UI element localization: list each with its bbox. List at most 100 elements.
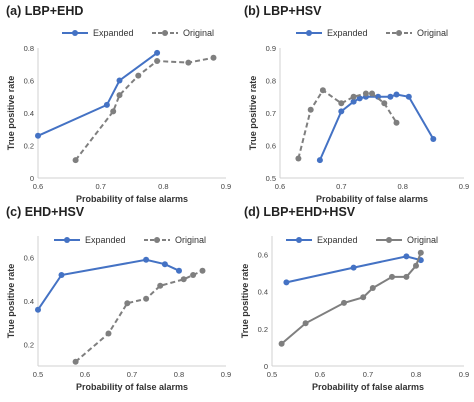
legend-label-original: Original <box>175 235 206 245</box>
panel-c: (c) EHD+HSV 0.5 0.6 0.7 0.8 0.9 0.2 0.4 0.6 Proba… <box>6 205 231 392</box>
data-point-original <box>369 90 375 97</box>
x-tick-label: 0.6 <box>33 182 43 191</box>
legend-label-expanded: Expanded <box>317 235 358 245</box>
y-tick-label: 0 <box>30 174 34 183</box>
data-point-original <box>307 106 314 113</box>
y-tick-label: 0.7 <box>266 109 276 118</box>
legend-label-original: Original <box>407 235 438 245</box>
data-point-original <box>154 58 161 64</box>
data-point-expanded <box>116 77 123 84</box>
x-tick-label: 0.7 <box>336 182 346 191</box>
x-axis-title: Probability of false alarms <box>76 194 188 204</box>
data-point-expanded <box>350 98 357 105</box>
data-point-expanded <box>338 108 345 115</box>
panel-title: (d) LBP+EHD+HSV <box>244 205 356 219</box>
data-point-expanded <box>35 132 41 139</box>
x-tick-label: 0.6 <box>275 182 285 191</box>
data-point-original <box>190 272 197 278</box>
legend-marker-expanded <box>306 30 312 36</box>
data-point-original <box>295 155 302 162</box>
y-tick-label: 0.4 <box>24 109 34 118</box>
data-point-original <box>369 285 376 291</box>
x-tick-label: 0.7 <box>127 370 137 379</box>
x-tick-label: 0.7 <box>95 182 105 191</box>
y-tick-label: 0.4 <box>258 288 268 297</box>
x-tick-label: 0.5 <box>267 370 277 379</box>
legend-marker-expanded <box>72 30 78 36</box>
panel-d: (d) LBP+EHD+HSV 0.5 0.6 0.7 0.8 0.9 0 0.2 0.4 0.6… <box>240 205 469 392</box>
y-axis-title: True positive rate <box>6 76 16 151</box>
data-point-original <box>389 273 395 280</box>
series-line-expanded <box>37 52 158 137</box>
data-point-expanded <box>161 261 168 268</box>
x-tick-label: 0.8 <box>158 182 168 191</box>
x-tick-label: 0.7 <box>363 370 373 379</box>
legend-marker-original <box>154 237 160 243</box>
legend-label-expanded: Expanded <box>327 28 368 38</box>
x-tick-label: 0.9 <box>221 182 231 191</box>
x-tick-label: 0.8 <box>411 370 421 379</box>
data-point-original <box>302 320 309 327</box>
y-tick-label: 0 <box>264 362 268 371</box>
legend-label-expanded: Expanded <box>85 235 126 245</box>
legend-marker-expanded <box>64 237 70 243</box>
data-point-expanded <box>283 279 290 286</box>
data-point-expanded <box>103 101 110 108</box>
data-point-expanded <box>176 267 182 274</box>
data-point-expanded <box>58 272 65 278</box>
data-point-original <box>110 108 117 115</box>
y-tick-label: 0.2 <box>258 325 268 334</box>
data-point-original <box>180 276 187 283</box>
data-point-original <box>185 59 192 66</box>
data-point-expanded <box>316 157 323 164</box>
data-point-original <box>362 90 369 97</box>
y-tick-label: 0.2 <box>24 340 34 349</box>
data-point-original <box>360 294 367 301</box>
x-tick-label: 0.6 <box>80 370 90 379</box>
data-point-original <box>157 282 164 289</box>
legend-marker-expanded <box>296 237 302 243</box>
data-point-original <box>341 299 347 306</box>
data-point-original <box>116 92 123 99</box>
data-point-original <box>199 267 206 274</box>
x-tick-label: 0.9 <box>459 370 469 379</box>
y-axis-title: True positive rate <box>248 76 258 151</box>
data-point-expanded <box>430 136 437 142</box>
data-point-expanded <box>403 253 410 260</box>
y-axis-title: True positive rate <box>240 264 250 339</box>
data-point-expanded <box>154 49 161 56</box>
data-point-original <box>124 300 131 307</box>
data-point-original <box>393 119 400 126</box>
legend-marker-original <box>396 30 402 36</box>
y-tick-label: 0.2 <box>24 142 34 151</box>
data-point-expanded <box>393 91 400 98</box>
series-line-expanded <box>318 93 435 161</box>
data-point-expanded <box>350 264 357 271</box>
data-point-expanded <box>143 256 150 263</box>
data-point-original <box>413 262 419 269</box>
data-point-original <box>403 273 410 280</box>
panel-title: (c) EHD+HSV <box>6 205 85 219</box>
x-axis-title: Probability of false alarms <box>312 382 424 392</box>
y-tick-label: 0.6 <box>24 77 34 86</box>
data-point-expanded <box>35 306 41 313</box>
data-point-original <box>338 100 345 107</box>
data-point-original <box>350 93 357 100</box>
x-axis-title: Probability of false alarms <box>76 382 188 392</box>
data-point-original <box>381 100 388 107</box>
y-tick-label: 0.5 <box>266 174 276 183</box>
x-tick-label: 0.9 <box>459 182 469 191</box>
legend-label-expanded: Expanded <box>93 28 134 38</box>
data-point-original <box>143 295 150 302</box>
series-line-expanded <box>286 255 422 284</box>
data-point-original <box>105 330 112 337</box>
y-tick-label: 0.8 <box>266 77 276 86</box>
data-point-original <box>135 72 142 79</box>
x-axis-title: Probability of false alarms <box>316 194 428 204</box>
x-tick-label: 0.5 <box>33 370 43 379</box>
y-tick-label: 0.6 <box>24 254 34 263</box>
series-line-original <box>74 269 203 363</box>
data-point-original <box>417 249 424 256</box>
